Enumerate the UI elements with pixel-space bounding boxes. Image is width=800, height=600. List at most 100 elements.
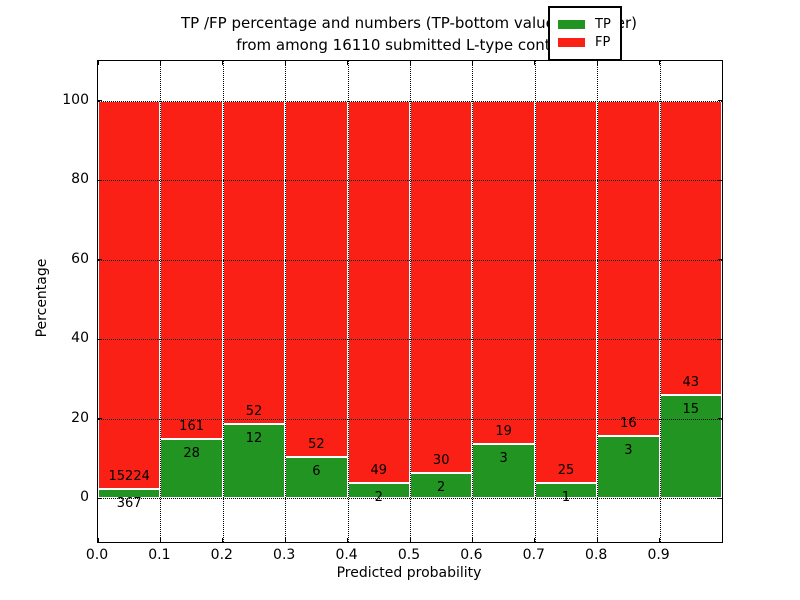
gridline-vertical: [472, 61, 474, 542]
x-tick-label: 0.1: [148, 547, 171, 563]
legend-entry-tp: TP: [558, 17, 611, 32]
fp-count-label: 30: [432, 453, 450, 469]
x-tick-label: 0.8: [585, 547, 608, 563]
bar-fp-segment: [222, 100, 286, 424]
bar-fp-segment: [410, 100, 473, 474]
tp-count-label: 2: [437, 480, 446, 496]
y-tick-mark-right: [718, 259, 722, 261]
x-tick-mark-top: [284, 61, 286, 65]
y-tick-label: 40: [71, 330, 89, 347]
x-tick-mark-bottom: [596, 538, 598, 542]
y-tick-mark-right: [718, 497, 722, 499]
chart-title-line2: from among 16110 submitted L-type contac…: [236, 36, 582, 54]
y-tick-mark-left: [98, 100, 102, 102]
x-tick-mark-top: [409, 61, 411, 65]
bar-tp-segment: [285, 457, 348, 499]
x-tick-mark-bottom: [347, 538, 349, 542]
y-tick-mark-left: [98, 179, 102, 181]
tp-count-label: 3: [499, 451, 508, 467]
y-tick-mark-left: [98, 259, 102, 261]
bar-fp-segment: [160, 100, 223, 440]
y-tick-mark-right: [718, 418, 722, 420]
bar-tp-segment: [160, 439, 223, 499]
tp-count-label: 367: [116, 495, 142, 511]
x-tick-mark-top: [534, 61, 536, 65]
fp-count-label: 52: [308, 437, 325, 453]
x-tick-mark-bottom: [534, 538, 536, 542]
x-axis-label: Predicted probability: [336, 565, 482, 581]
fp-count-label: 16: [620, 415, 637, 431]
gridline-vertical: [534, 61, 536, 542]
bar-tp-segment: [597, 435, 660, 499]
x-tick-mark-top: [596, 61, 598, 65]
fp-count-label: 25: [557, 462, 575, 478]
bar-fp-segment: [285, 100, 348, 458]
x-tick-mark-top: [347, 61, 349, 65]
fp-count-label: 49: [370, 462, 388, 478]
gridline-vertical: [285, 61, 287, 542]
y-tick-label: 20: [71, 409, 89, 426]
gridline-vertical: [659, 61, 661, 542]
tp-count-label: 1: [561, 489, 571, 505]
x-tick-mark-top: [97, 61, 99, 65]
bar-fp-segment: [98, 100, 161, 489]
x-tick-mark-bottom: [471, 538, 473, 542]
y-tick-label: 0: [80, 489, 89, 506]
legend-swatch-fp-icon: [558, 38, 585, 47]
gridline-vertical: [410, 61, 411, 542]
gridline-vertical: [160, 61, 162, 542]
x-tick-mark-top: [471, 61, 473, 65]
bar-fp-segment: [597, 100, 660, 436]
y-tick-mark-left: [98, 497, 102, 499]
x-tick-mark-bottom: [159, 538, 161, 542]
fp-count-label: 19: [495, 424, 512, 440]
bar-fp-segment: [347, 100, 410, 483]
bar-fp-segment: [659, 100, 722, 396]
y-tick-label: 100: [62, 91, 89, 108]
x-tick-label: 0.3: [273, 547, 296, 563]
y-tick-mark-left: [98, 418, 102, 420]
x-tick-label: 0.2: [210, 547, 233, 563]
x-tick-mark-top: [659, 61, 661, 65]
y-axis-label: Percentage: [34, 258, 50, 338]
x-tick-label: 0.0: [85, 547, 109, 563]
bar-tp-segment: [659, 395, 722, 499]
tp-count-label: 15: [682, 402, 700, 418]
x-tick-mark-bottom: [659, 538, 661, 542]
fp-count-label: 15224: [108, 468, 150, 484]
chart-title: TP /FP percentage and numbers (TP-bottom…: [97, 12, 721, 56]
x-tick-label: 0.6: [460, 547, 483, 563]
fp-count-label: 52: [245, 403, 263, 419]
legend: TP FP: [548, 6, 622, 61]
y-tick-mark-right: [718, 179, 722, 181]
fp-count-label: 161: [179, 419, 204, 435]
bar-tp-segment: [410, 473, 473, 499]
tp-count-label: 2: [374, 489, 383, 505]
plot-area: 15224 367 161 28 52 12 52 6 49 2 30 2 19 3 25 1 16 3 43 15: [97, 60, 723, 543]
y-tick-label: 80: [71, 171, 89, 188]
legend-label-tp: TP: [595, 17, 611, 32]
fp-count-label: 43: [682, 375, 700, 391]
tp-count-label: 6: [312, 464, 321, 480]
y-tick-mark-right: [718, 100, 722, 102]
x-tick-label: 0.7: [522, 547, 545, 563]
tp-count-label: 28: [183, 446, 200, 462]
tp-count-label: 12: [245, 430, 263, 446]
legend-swatch-tp-icon: [558, 20, 585, 29]
x-tick-label: 0.9: [647, 547, 670, 563]
y-tick-mark-right: [718, 338, 722, 340]
x-tick-mark-top: [222, 61, 224, 65]
chart-title-line1: TP /FP percentage and numbers (TP-bottom…: [181, 14, 637, 32]
bar-fp-segment: [472, 100, 535, 445]
legend-entry-fp: FP: [558, 35, 611, 50]
y-tick-mark-left: [98, 338, 102, 340]
gridline-vertical: [347, 61, 349, 542]
tp-count-label: 3: [624, 442, 633, 458]
bar-fp-segment: [534, 100, 598, 483]
x-tick-mark-bottom: [284, 538, 286, 542]
x-tick-mark-bottom: [222, 538, 224, 542]
gridline-vertical: [222, 61, 224, 542]
x-tick-label: 0.4: [335, 547, 358, 563]
bar-tp-segment: [98, 488, 161, 499]
